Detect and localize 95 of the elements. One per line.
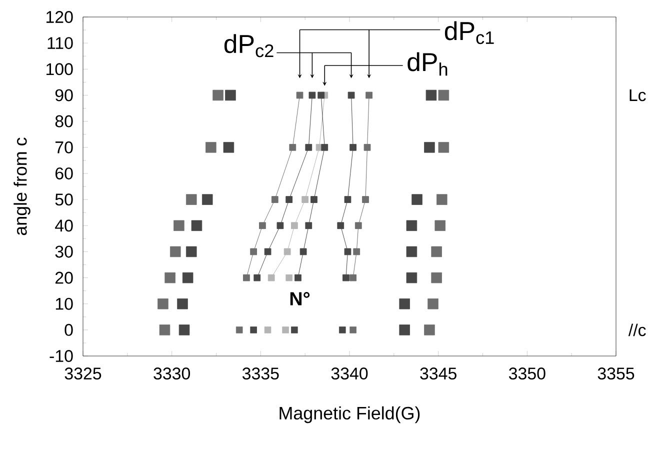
y-tick-label: 120 bbox=[46, 11, 73, 23]
y-tick-label: 80 bbox=[55, 115, 73, 128]
x-tick-label: 3330 bbox=[154, 368, 190, 380]
point bbox=[296, 92, 304, 99]
point bbox=[302, 196, 309, 203]
point bbox=[300, 248, 307, 256]
point bbox=[286, 196, 293, 203]
x-axis-title: Magnetic Field(G) bbox=[280, 406, 420, 424]
point bbox=[438, 90, 450, 101]
point bbox=[170, 246, 181, 258]
point bbox=[399, 324, 410, 336]
point bbox=[159, 324, 170, 336]
x-tick-label: 3350 bbox=[508, 368, 546, 380]
point bbox=[344, 196, 352, 203]
annotation: dP$_{c1}$ bbox=[444, 21, 494, 44]
point bbox=[406, 220, 418, 231]
y-tick-label: 30 bbox=[55, 246, 73, 258]
point bbox=[426, 90, 437, 101]
point bbox=[158, 298, 168, 310]
point bbox=[254, 274, 261, 282]
point bbox=[186, 246, 197, 258]
annotation: dP$_{h}$ bbox=[408, 52, 448, 76]
point bbox=[276, 222, 284, 230]
y-tick-label: 10 bbox=[56, 298, 73, 310]
point bbox=[264, 248, 272, 256]
point bbox=[350, 274, 356, 282]
point bbox=[243, 274, 250, 282]
point bbox=[206, 142, 216, 153]
point bbox=[431, 246, 442, 258]
point bbox=[366, 92, 372, 99]
y-tick-label: 50 bbox=[55, 194, 73, 206]
point bbox=[294, 274, 302, 282]
x-tick-label: 3325 bbox=[64, 368, 102, 380]
text: Lc bbox=[630, 89, 646, 102]
point bbox=[202, 194, 213, 205]
x-tick-label: 3355 bbox=[598, 368, 634, 380]
point bbox=[337, 222, 344, 230]
point bbox=[318, 92, 325, 99]
point bbox=[436, 194, 448, 205]
point bbox=[250, 248, 257, 256]
point bbox=[321, 144, 328, 151]
point bbox=[354, 222, 362, 230]
point bbox=[406, 246, 418, 258]
y-tick-label: 100 bbox=[46, 63, 73, 76]
point bbox=[259, 222, 266, 230]
point bbox=[290, 222, 298, 230]
x-tick-label: 3345 bbox=[420, 368, 456, 380]
y-tick-label: 90 bbox=[55, 89, 73, 102]
point bbox=[344, 248, 352, 256]
point bbox=[406, 272, 418, 284]
point bbox=[438, 142, 450, 153]
point bbox=[310, 196, 318, 203]
x-tick-label: 3340 bbox=[331, 368, 368, 380]
point bbox=[177, 298, 188, 310]
point bbox=[431, 272, 442, 284]
point bbox=[289, 144, 296, 151]
point bbox=[182, 272, 194, 284]
y-tick-label: 110 bbox=[48, 37, 73, 50]
y-tick-label: 20 bbox=[56, 272, 73, 284]
point bbox=[434, 220, 446, 231]
point bbox=[271, 196, 278, 203]
point bbox=[412, 194, 422, 205]
point bbox=[305, 144, 312, 151]
point bbox=[225, 90, 236, 101]
x-tick-label: 3335 bbox=[242, 368, 279, 380]
point bbox=[342, 274, 350, 282]
point bbox=[178, 324, 190, 336]
point bbox=[268, 274, 275, 282]
text: //c bbox=[628, 324, 646, 336]
point bbox=[191, 220, 202, 231]
point bbox=[399, 298, 410, 310]
y-tick-label: 40 bbox=[55, 220, 73, 232]
point bbox=[305, 222, 312, 230]
point bbox=[186, 194, 197, 205]
point bbox=[424, 324, 435, 336]
y-tick-label: 70 bbox=[56, 141, 73, 154]
annotation: dP$_{c2}$ bbox=[224, 34, 274, 58]
point bbox=[424, 142, 435, 153]
y-tick-label: 0 bbox=[64, 324, 73, 336]
point bbox=[284, 248, 291, 256]
point bbox=[174, 220, 184, 231]
annotation: N° bbox=[290, 292, 310, 306]
point bbox=[223, 142, 234, 153]
point bbox=[212, 90, 224, 101]
point bbox=[362, 196, 369, 203]
y-tick-label: 60 bbox=[56, 167, 73, 180]
y-tick-label: -10 bbox=[50, 350, 73, 362]
y-axis-title: angle from c bbox=[14, 138, 30, 236]
point bbox=[364, 144, 371, 151]
point bbox=[308, 92, 316, 99]
point bbox=[164, 272, 176, 284]
point bbox=[350, 144, 356, 151]
point bbox=[428, 298, 438, 310]
point bbox=[353, 248, 360, 256]
point bbox=[348, 92, 355, 99]
